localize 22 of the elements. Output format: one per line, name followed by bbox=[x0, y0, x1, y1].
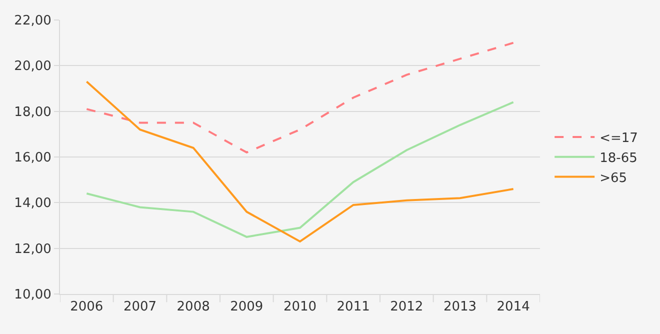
legend-label: <=17 bbox=[600, 131, 638, 146]
y-tick-label: 14,00 bbox=[14, 196, 52, 212]
x-tick-label: 2012 bbox=[390, 300, 424, 315]
line-series bbox=[86, 101, 514, 238]
x-tick-label: 2006 bbox=[70, 300, 104, 315]
x-tick-label: 2007 bbox=[123, 300, 157, 315]
x-tick-label: 2008 bbox=[176, 300, 210, 315]
y-tick-label: 22,00 bbox=[14, 14, 52, 29]
x-tick-label: 2010 bbox=[283, 300, 317, 315]
x-tick-label: 2014 bbox=[496, 300, 530, 315]
y-tick-label: 10,00 bbox=[14, 288, 52, 303]
y-tick-label: 20,00 bbox=[14, 59, 52, 74]
legend-label: 18-65 bbox=[600, 150, 638, 166]
x-tick-label: 2009 bbox=[230, 300, 264, 315]
line-series bbox=[86, 42, 514, 154]
y-tick-label: 12,00 bbox=[14, 242, 52, 257]
legend-label: >65 bbox=[600, 170, 628, 186]
line-series bbox=[86, 80, 514, 242]
y-tick-label: 18,00 bbox=[14, 104, 52, 120]
x-tick-label: 2011 bbox=[336, 300, 370, 315]
x-tick-label: 2013 bbox=[443, 300, 477, 315]
y-tick-label: 16,00 bbox=[14, 150, 52, 166]
